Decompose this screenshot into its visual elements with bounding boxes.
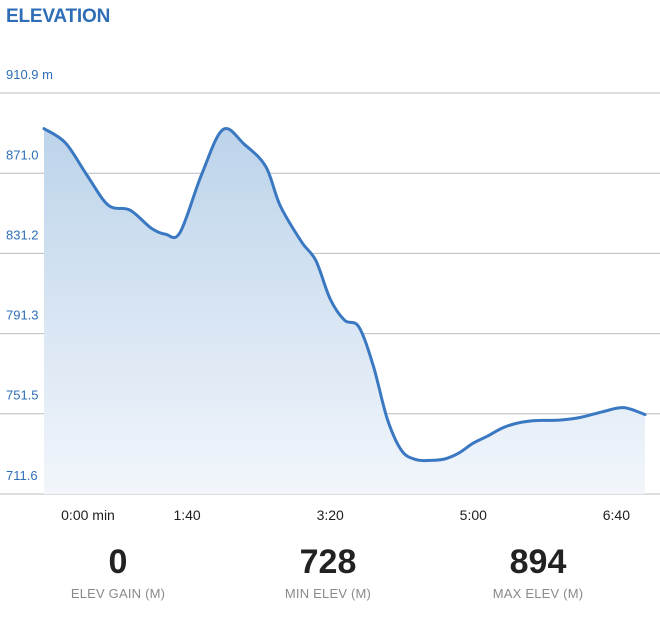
stat-min-elev: 728 MIN ELEV (M) [228, 540, 428, 601]
elev-gain-label: ELEV GAIN (M) [70, 586, 166, 601]
min-elev-value: 728 [299, 543, 357, 581]
max-elev-value: 894 [509, 543, 567, 581]
max-elev-label: MAX ELEV (M) [492, 586, 584, 601]
elevation-series-line [42, 127, 647, 463]
x-tick-label: 5:00 [460, 507, 487, 523]
x-tick-label: 3:20 [317, 507, 344, 523]
y-tick-label: 910.9 m [6, 67, 53, 82]
y-tick-label: 711.6 [6, 468, 38, 483]
x-tick-label: 0:00 min [61, 507, 115, 523]
y-tick-label: 871.0 [6, 147, 39, 162]
elev-gain-value: 0 [108, 543, 128, 581]
elevation-area-fill [44, 128, 645, 494]
stat-max-elev: 894 MAX ELEV (M) [438, 540, 638, 601]
stat-elev-gain: 0 ELEV GAIN (M) [18, 540, 218, 601]
x-tick-label: 6:40 [603, 507, 630, 523]
elevation-chart: 910.9 m 871.0 831.2 791.3 751.5 711.6 0:00 min… [0, 67, 660, 523]
stats-row: 0 ELEV GAIN (M) 728 MIN ELEV (M) 894 MAX… [0, 540, 660, 620]
min-elev-label: MIN ELEV (M) [284, 586, 372, 601]
y-tick-label: 831.2 [6, 227, 39, 242]
y-tick-label: 791.3 [6, 308, 39, 323]
chart-title: ELEVATION [6, 6, 111, 27]
y-tick-label: 751.5 [6, 388, 39, 403]
x-tick-label: 1:40 [173, 507, 200, 523]
